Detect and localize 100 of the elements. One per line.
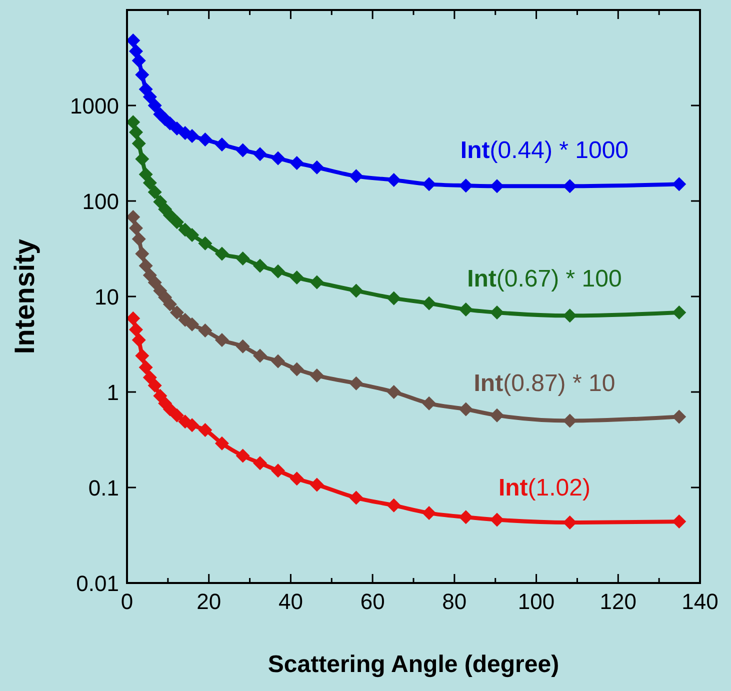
point (490, 305, 504, 320)
point (271, 264, 286, 278)
point (148, 378, 162, 392)
y-tick-label: 10 (94, 284, 119, 310)
point (490, 512, 504, 527)
point (132, 136, 146, 151)
point (290, 156, 304, 170)
point (672, 177, 686, 192)
series-label: Int(1.02) (498, 474, 590, 502)
point (386, 385, 401, 399)
point (198, 132, 212, 147)
point (253, 456, 268, 470)
point (349, 169, 364, 184)
point (236, 251, 250, 266)
y-tick-label: 1000 (70, 94, 119, 118)
point (129, 125, 144, 140)
point (422, 177, 436, 192)
point (132, 333, 146, 348)
point (386, 172, 401, 187)
point (135, 68, 150, 82)
point (135, 246, 150, 261)
point (135, 348, 150, 363)
point (672, 410, 686, 424)
point (142, 176, 157, 190)
point (271, 354, 286, 368)
point (170, 408, 184, 422)
point (142, 370, 157, 384)
point (198, 324, 212, 338)
point (562, 179, 577, 194)
x-tick-label: 60 (360, 589, 385, 614)
point (185, 228, 200, 242)
point (162, 297, 177, 312)
point (129, 44, 144, 58)
point (214, 333, 229, 348)
point (126, 210, 140, 224)
point (148, 185, 162, 200)
point (562, 516, 577, 530)
point (271, 151, 286, 166)
point (214, 138, 229, 152)
point (132, 54, 146, 68)
point (458, 302, 473, 317)
x-tick-label: 0 (120, 589, 134, 614)
point (138, 167, 153, 182)
point (198, 236, 212, 250)
point (253, 258, 268, 273)
x-tick-label: 140 (682, 589, 718, 614)
point (153, 194, 168, 209)
point (236, 339, 250, 354)
point (214, 436, 229, 450)
point (162, 402, 177, 416)
point (138, 258, 153, 273)
point (170, 215, 184, 230)
point (185, 128, 200, 143)
point (422, 396, 436, 410)
series-label: Int(0.87) * 10 (474, 370, 616, 397)
point (135, 152, 150, 166)
point (129, 322, 144, 337)
point (148, 98, 162, 112)
x-tick-label: 100 (518, 589, 555, 614)
point (126, 33, 140, 48)
point (185, 418, 200, 432)
point (386, 291, 401, 306)
point (490, 179, 504, 194)
point (672, 514, 686, 529)
point (490, 408, 504, 422)
point (386, 498, 401, 512)
point (198, 423, 212, 438)
point (349, 376, 364, 390)
point (126, 311, 140, 326)
x-axis-title: Scattering Angle (degree) (268, 651, 560, 678)
point (214, 246, 229, 261)
x-tick-label: 120 (600, 589, 636, 614)
point (310, 275, 324, 290)
point (170, 305, 184, 320)
point (290, 472, 304, 486)
point (310, 160, 324, 174)
point (562, 414, 577, 428)
series-label: Int(0.44) * 1000 (460, 137, 629, 164)
y-axis-title: Intensity (9, 238, 40, 354)
point (142, 90, 157, 104)
point (290, 270, 304, 285)
y-tick-label: 100 (82, 189, 119, 214)
point (126, 115, 140, 130)
point (253, 147, 268, 162)
point (290, 362, 304, 376)
point (422, 506, 436, 520)
y-tick-label: 0.1 (88, 476, 119, 500)
point (562, 308, 577, 323)
point (185, 317, 200, 332)
y-tick-label: 0.01 (76, 571, 119, 596)
point (162, 208, 177, 222)
point (422, 296, 436, 310)
point (236, 143, 250, 158)
point (458, 510, 473, 524)
point (253, 348, 268, 363)
point (138, 360, 153, 374)
point (132, 232, 146, 246)
point (458, 402, 473, 416)
y-tick-label: 1 (106, 380, 119, 405)
x-tick-label: 20 (196, 589, 222, 614)
